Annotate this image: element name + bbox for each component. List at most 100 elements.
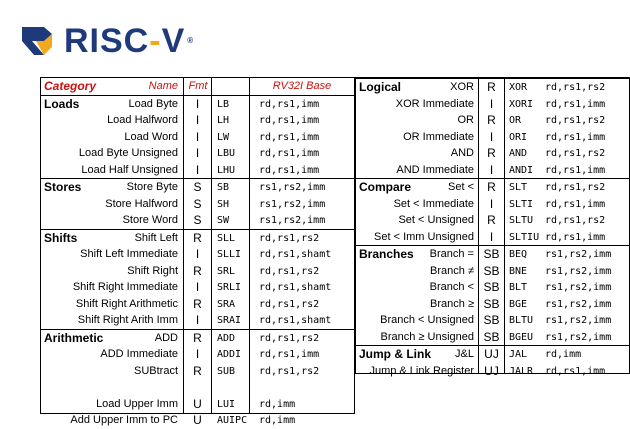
table-row: Arithmetic ADD R ADD rd,rs1,rs2 bbox=[41, 328, 354, 347]
instruction-name: Store Byte bbox=[126, 181, 178, 193]
instruction-mnemonic: LW bbox=[217, 131, 230, 143]
instruction-name: J&L bbox=[455, 348, 474, 360]
instruction-format: SB bbox=[483, 313, 500, 327]
instruction-format: I bbox=[489, 229, 494, 244]
instruction-name: Branch ≥ Unsigned bbox=[380, 330, 474, 343]
instruction-operands: rd,rs1,rs2 bbox=[259, 265, 320, 277]
instruction-name: Shift Right bbox=[127, 264, 178, 277]
category-label: Branches bbox=[359, 247, 414, 261]
instruction-mnemonic: SRA bbox=[217, 298, 236, 310]
instruction-mnemonic: BGEU bbox=[509, 331, 534, 343]
table-row: Load Word I LW rd,rs1,imm bbox=[41, 129, 354, 146]
instruction-name: Load Word bbox=[124, 130, 178, 143]
category-label: Jump & Link bbox=[359, 347, 432, 361]
instruction-name: Branch = bbox=[429, 248, 474, 260]
table-row: Branch ≠ SB BNE rs1,rs2,imm bbox=[356, 263, 629, 280]
instruction-format: S bbox=[193, 213, 202, 227]
instruction-mnemonic: SLLI bbox=[217, 249, 242, 260]
instruction-mnemonic: LBU bbox=[217, 148, 236, 159]
instruction-name: SUBtract bbox=[133, 364, 178, 377]
instruction-name: XOR Immediate bbox=[395, 97, 474, 110]
category-label: Arithmetic bbox=[44, 330, 104, 345]
instruction-format: I bbox=[195, 146, 200, 160]
instruction-mnemonic: SRLI bbox=[217, 282, 242, 293]
instruction-operands: rd,rs1,rs2 bbox=[259, 332, 320, 344]
instruction-operands: rd,rs1,shamt bbox=[259, 249, 332, 260]
instruction-format: SB bbox=[483, 280, 500, 294]
header-category: Category bbox=[44, 79, 97, 93]
table-row: XOR Immediate I XORI rd,rs1,imm bbox=[356, 96, 629, 113]
header-fmt: Fmt bbox=[188, 80, 208, 92]
table-row: Load Half Unsigned I LHU rd,rs1,imm bbox=[41, 162, 354, 179]
instruction-format: I bbox=[195, 96, 200, 111]
instruction-format: I bbox=[195, 247, 200, 261]
instruction-mnemonic: BGE bbox=[509, 298, 528, 310]
instruction-mnemonic: SUB bbox=[217, 365, 236, 377]
table-row: Branches Branch = SB BEQ rs1,rs2,imm bbox=[356, 245, 629, 263]
instruction-name: Branch < bbox=[429, 281, 474, 293]
table-row: Add Upper Imm to PC U AUIPC rd,imm bbox=[41, 412, 354, 429]
instruction-operands: rd,rs1,rs2 bbox=[259, 365, 320, 377]
instruction-operands: rd,rs1,imm bbox=[259, 164, 320, 176]
table-row bbox=[41, 379, 354, 396]
instruction-format: S bbox=[193, 196, 202, 211]
instruction-operands: rs1,rs2,imm bbox=[545, 331, 612, 343]
table-header: Category Name Fmt RV32I Base bbox=[41, 78, 354, 95]
instruction-operands: rs1,rs2,imm bbox=[259, 198, 326, 210]
instruction-format: I bbox=[489, 96, 494, 111]
instruction-mnemonic: SLT bbox=[509, 182, 528, 193]
instruction-operands: rd,rs1,imm bbox=[259, 131, 320, 143]
instruction-mnemonic: SRL bbox=[217, 265, 236, 277]
instruction-format: SB bbox=[483, 263, 500, 278]
instruction-format: I bbox=[195, 162, 200, 177]
category-label: Logical bbox=[359, 80, 402, 94]
instruction-name: Shift Left Immediate bbox=[80, 248, 178, 260]
instruction-format: R bbox=[487, 113, 496, 127]
instruction-operands: rd,imm bbox=[259, 415, 296, 426]
logo-wordmark: RISC-V ® bbox=[64, 22, 195, 60]
table-row: OR Immediate I ORI rd,rs1,imm bbox=[356, 129, 629, 146]
instruction-format: SB bbox=[483, 247, 500, 261]
instruction-name: Load Byte bbox=[128, 97, 178, 110]
instruction-format: SB bbox=[483, 296, 500, 311]
instruction-format: U bbox=[193, 413, 202, 427]
instruction-operands: rd,rs1,imm bbox=[259, 98, 320, 110]
instruction-mnemonic: SLTI bbox=[509, 198, 534, 210]
instruction-mnemonic: BNE bbox=[509, 265, 528, 277]
instruction-operands: rd,rs1,rs2 bbox=[545, 215, 606, 226]
table-row: Load Halfword I LH rd,rs1,imm bbox=[41, 112, 354, 129]
instruction-operands: rd,rs1,rs2 bbox=[259, 232, 320, 244]
table-row: Branch ≥ Unsigned SB BGEU rs1,rs2,imm bbox=[356, 329, 629, 346]
rv32i-right-table: Logical XOR R XOR rd,rs1,rs2 XOR Immediate I XO… bbox=[355, 77, 630, 378]
instruction-format: UJ bbox=[484, 347, 499, 361]
instruction-name: XOR bbox=[450, 81, 474, 93]
category-label: Stores bbox=[44, 180, 82, 194]
instruction-mnemonic: SLTU bbox=[509, 215, 534, 226]
table-row: Shift Right Arith Imm I SRAI rd,rs1,shamt bbox=[41, 312, 354, 329]
instruction-mnemonic: OR bbox=[509, 115, 522, 126]
instruction-name: Set < Unsigned bbox=[398, 214, 474, 226]
instruction-mnemonic: LB bbox=[217, 98, 230, 110]
instruction-mnemonic: SB bbox=[217, 182, 230, 193]
table-row: Shift Right R SRL rd,rs1,rs2 bbox=[41, 263, 354, 280]
instruction-format: R bbox=[193, 330, 202, 345]
instruction-mnemonic: XOR bbox=[509, 82, 528, 93]
instruction-mnemonic: LH bbox=[217, 115, 230, 126]
instruction-mnemonic: LHU bbox=[217, 164, 236, 176]
instruction-operands: rd,rs1,imm bbox=[545, 365, 606, 377]
instruction-name: Branch < Unsigned bbox=[380, 314, 474, 326]
instruction-operands: rs1,rs2,imm bbox=[545, 315, 612, 326]
table-row: Set < Unsigned R SLTU rd,rs1,rs2 bbox=[356, 212, 629, 229]
instruction-name: Set < Immediate bbox=[393, 197, 474, 210]
instruction-format: I bbox=[489, 196, 494, 211]
table-row: Stores Store Byte S SB rs1,rs2,imm bbox=[41, 178, 354, 196]
table-row: Shifts Shift Left R SLL rd,rs1,rs2 bbox=[41, 228, 354, 247]
instruction-operands: rs1,rs2,imm bbox=[545, 249, 612, 260]
instruction-operands: rd,rs1,rs2 bbox=[545, 148, 606, 159]
risc-v-logo: RISC-V ® bbox=[22, 22, 195, 60]
risc-v-logo-mark-icon bbox=[22, 27, 52, 55]
instruction-format: R bbox=[487, 80, 496, 94]
instruction-mnemonic: AND bbox=[509, 148, 528, 159]
instruction-operands: rs1,rs2,imm bbox=[545, 282, 612, 293]
instruction-format: R bbox=[487, 180, 496, 194]
